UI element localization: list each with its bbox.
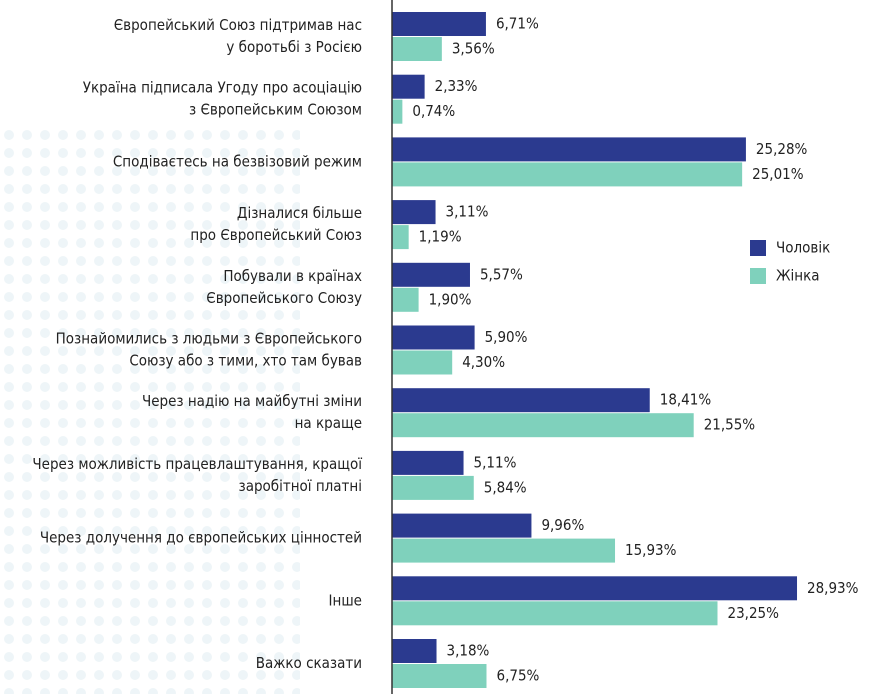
category-label: про Європейський Союз (190, 226, 362, 244)
value-label: 23,25% (728, 604, 780, 622)
bar (392, 12, 486, 36)
value-label: 15,93% (625, 541, 677, 559)
category-label: Дізналися більше (237, 204, 362, 222)
bar (392, 325, 475, 350)
category-label: Європейського Союзу (206, 289, 362, 307)
category-label: Сподіваєтесь на безвізовий режим (113, 152, 362, 170)
bar (392, 450, 464, 475)
bar (392, 74, 425, 99)
bar (392, 37, 442, 61)
category-label: Інше (329, 591, 362, 609)
bar (392, 538, 616, 563)
category-label: Познайомились з людьми з Європейського (56, 330, 362, 348)
bar (392, 287, 419, 312)
bar (392, 601, 718, 626)
legend-swatch (750, 240, 766, 256)
value-label: 25,01% (752, 165, 804, 183)
value-label: 5,84% (484, 478, 527, 496)
value-label: 6,71% (496, 15, 539, 33)
bar (392, 350, 453, 375)
bar (392, 99, 403, 124)
legend-label: Чоловік (776, 239, 830, 257)
value-label: 1,90% (429, 290, 472, 308)
value-label: 2,33% (435, 77, 478, 95)
bar (392, 664, 487, 688)
value-label: 25,28% (756, 140, 808, 158)
category-label: Україна підписала Угоду про асоціацію (83, 79, 362, 97)
value-label: 0,74% (412, 102, 455, 120)
category-label: у боротьбі з Росією (226, 38, 362, 56)
bar (392, 262, 470, 287)
bar (392, 200, 436, 225)
value-label: 3,18% (447, 642, 490, 660)
category-label: Союзу або з тими, хто там бував (129, 352, 362, 370)
value-label: 18,41% (660, 391, 712, 409)
background-dots (0, 130, 300, 694)
category-label: з Європейським Союзом (189, 101, 362, 119)
value-label: 28,93% (807, 579, 859, 597)
bar (392, 576, 798, 601)
value-label: 3,11% (446, 203, 489, 221)
bar (392, 639, 437, 663)
category-label: на краще (295, 414, 362, 432)
bar (392, 513, 532, 538)
value-label: 1,19% (419, 228, 462, 246)
value-label: 4,30% (462, 353, 505, 371)
category-label: Через надію на майбутні зміни (142, 392, 362, 410)
category-label: Європейський Союз підтримав нас (114, 16, 362, 34)
bar (392, 162, 743, 187)
value-label: 6,75% (497, 667, 540, 685)
bar (392, 225, 409, 250)
bar (392, 475, 474, 500)
bar (392, 137, 746, 162)
category-label: Важко сказати (256, 654, 362, 672)
bar (392, 413, 694, 438)
value-label: 5,57% (480, 265, 523, 283)
category-label: Через долучення до європейських цінносте… (40, 529, 362, 547)
value-label: 3,56% (452, 40, 495, 58)
category-label: заробітної платні (239, 477, 362, 495)
bar (392, 388, 650, 413)
category-label: Через можливість працевлаштування, кращо… (32, 455, 362, 473)
value-label: 21,55% (704, 416, 756, 434)
value-label: 5,90% (485, 328, 528, 346)
value-label: 9,96% (541, 516, 584, 534)
legend-swatch (750, 268, 766, 284)
category-label: Побували в країнах (223, 267, 362, 285)
value-label: 5,11% (474, 453, 517, 471)
legend-label: Жінка (776, 267, 820, 285)
